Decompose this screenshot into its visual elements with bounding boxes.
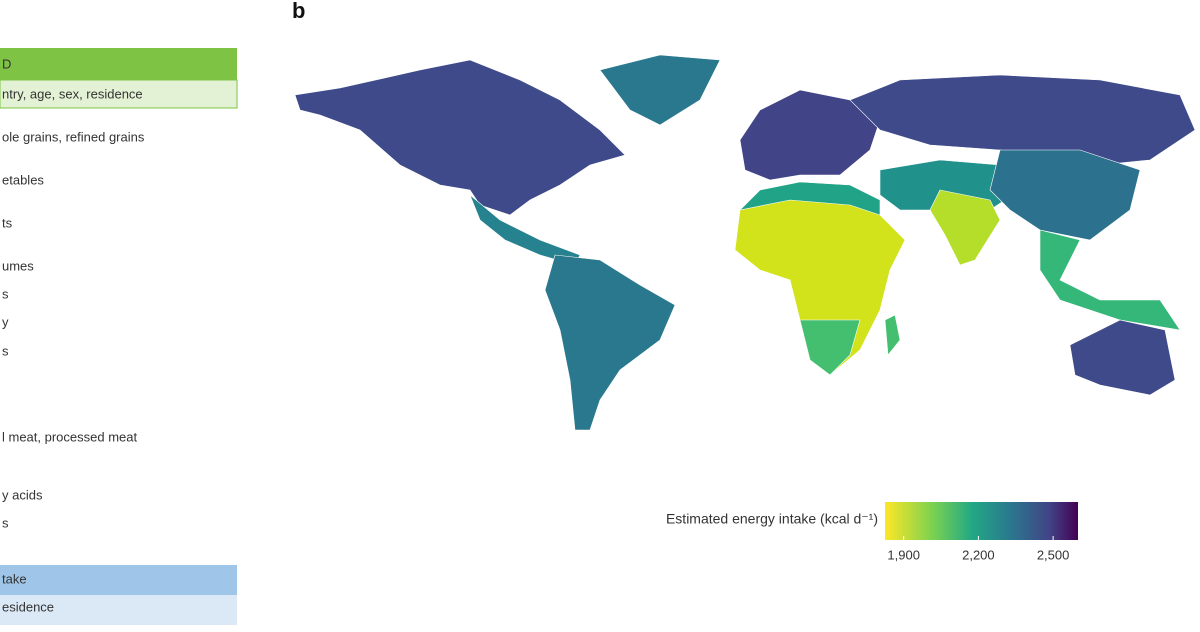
subheader-bar <box>0 595 237 625</box>
row-label: etables <box>2 172 44 187</box>
row-label: ole grains, refined grains <box>2 129 145 144</box>
row-label: s <box>2 343 9 358</box>
row-label: D <box>2 56 11 71</box>
subheader-bar <box>0 79 238 109</box>
header-bar <box>0 565 237 595</box>
region <box>799 319 861 376</box>
panel-label: b <box>292 0 305 23</box>
region <box>849 74 1196 166</box>
tick-label: 1,900 <box>887 547 920 562</box>
row-label: s <box>2 286 9 301</box>
region <box>294 59 626 216</box>
row-label: ts <box>2 215 13 230</box>
tick-label: 2,200 <box>962 547 995 562</box>
row-label: take <box>2 571 27 586</box>
row-label: ntry, age, sex, residence <box>2 86 143 101</box>
row-label: y acids <box>2 487 43 502</box>
header-bar <box>0 48 237 80</box>
region <box>884 314 901 356</box>
region <box>929 189 1001 266</box>
colorbar <box>885 502 1078 540</box>
row-label: esidence <box>2 599 54 614</box>
row-label: y <box>2 314 9 329</box>
world-map <box>294 54 1196 431</box>
region <box>739 181 881 216</box>
row-label: umes <box>2 258 34 273</box>
region <box>739 89 881 181</box>
legend-title: Estimated energy intake (kcal d⁻¹) <box>666 511 878 527</box>
region <box>544 254 676 431</box>
row-label: s <box>2 515 9 530</box>
tick-label: 2,500 <box>1037 547 1070 562</box>
region <box>989 149 1141 241</box>
region <box>1069 319 1176 396</box>
region <box>599 54 721 126</box>
row-label: l meat, processed meat <box>2 429 138 444</box>
region <box>1039 229 1181 331</box>
